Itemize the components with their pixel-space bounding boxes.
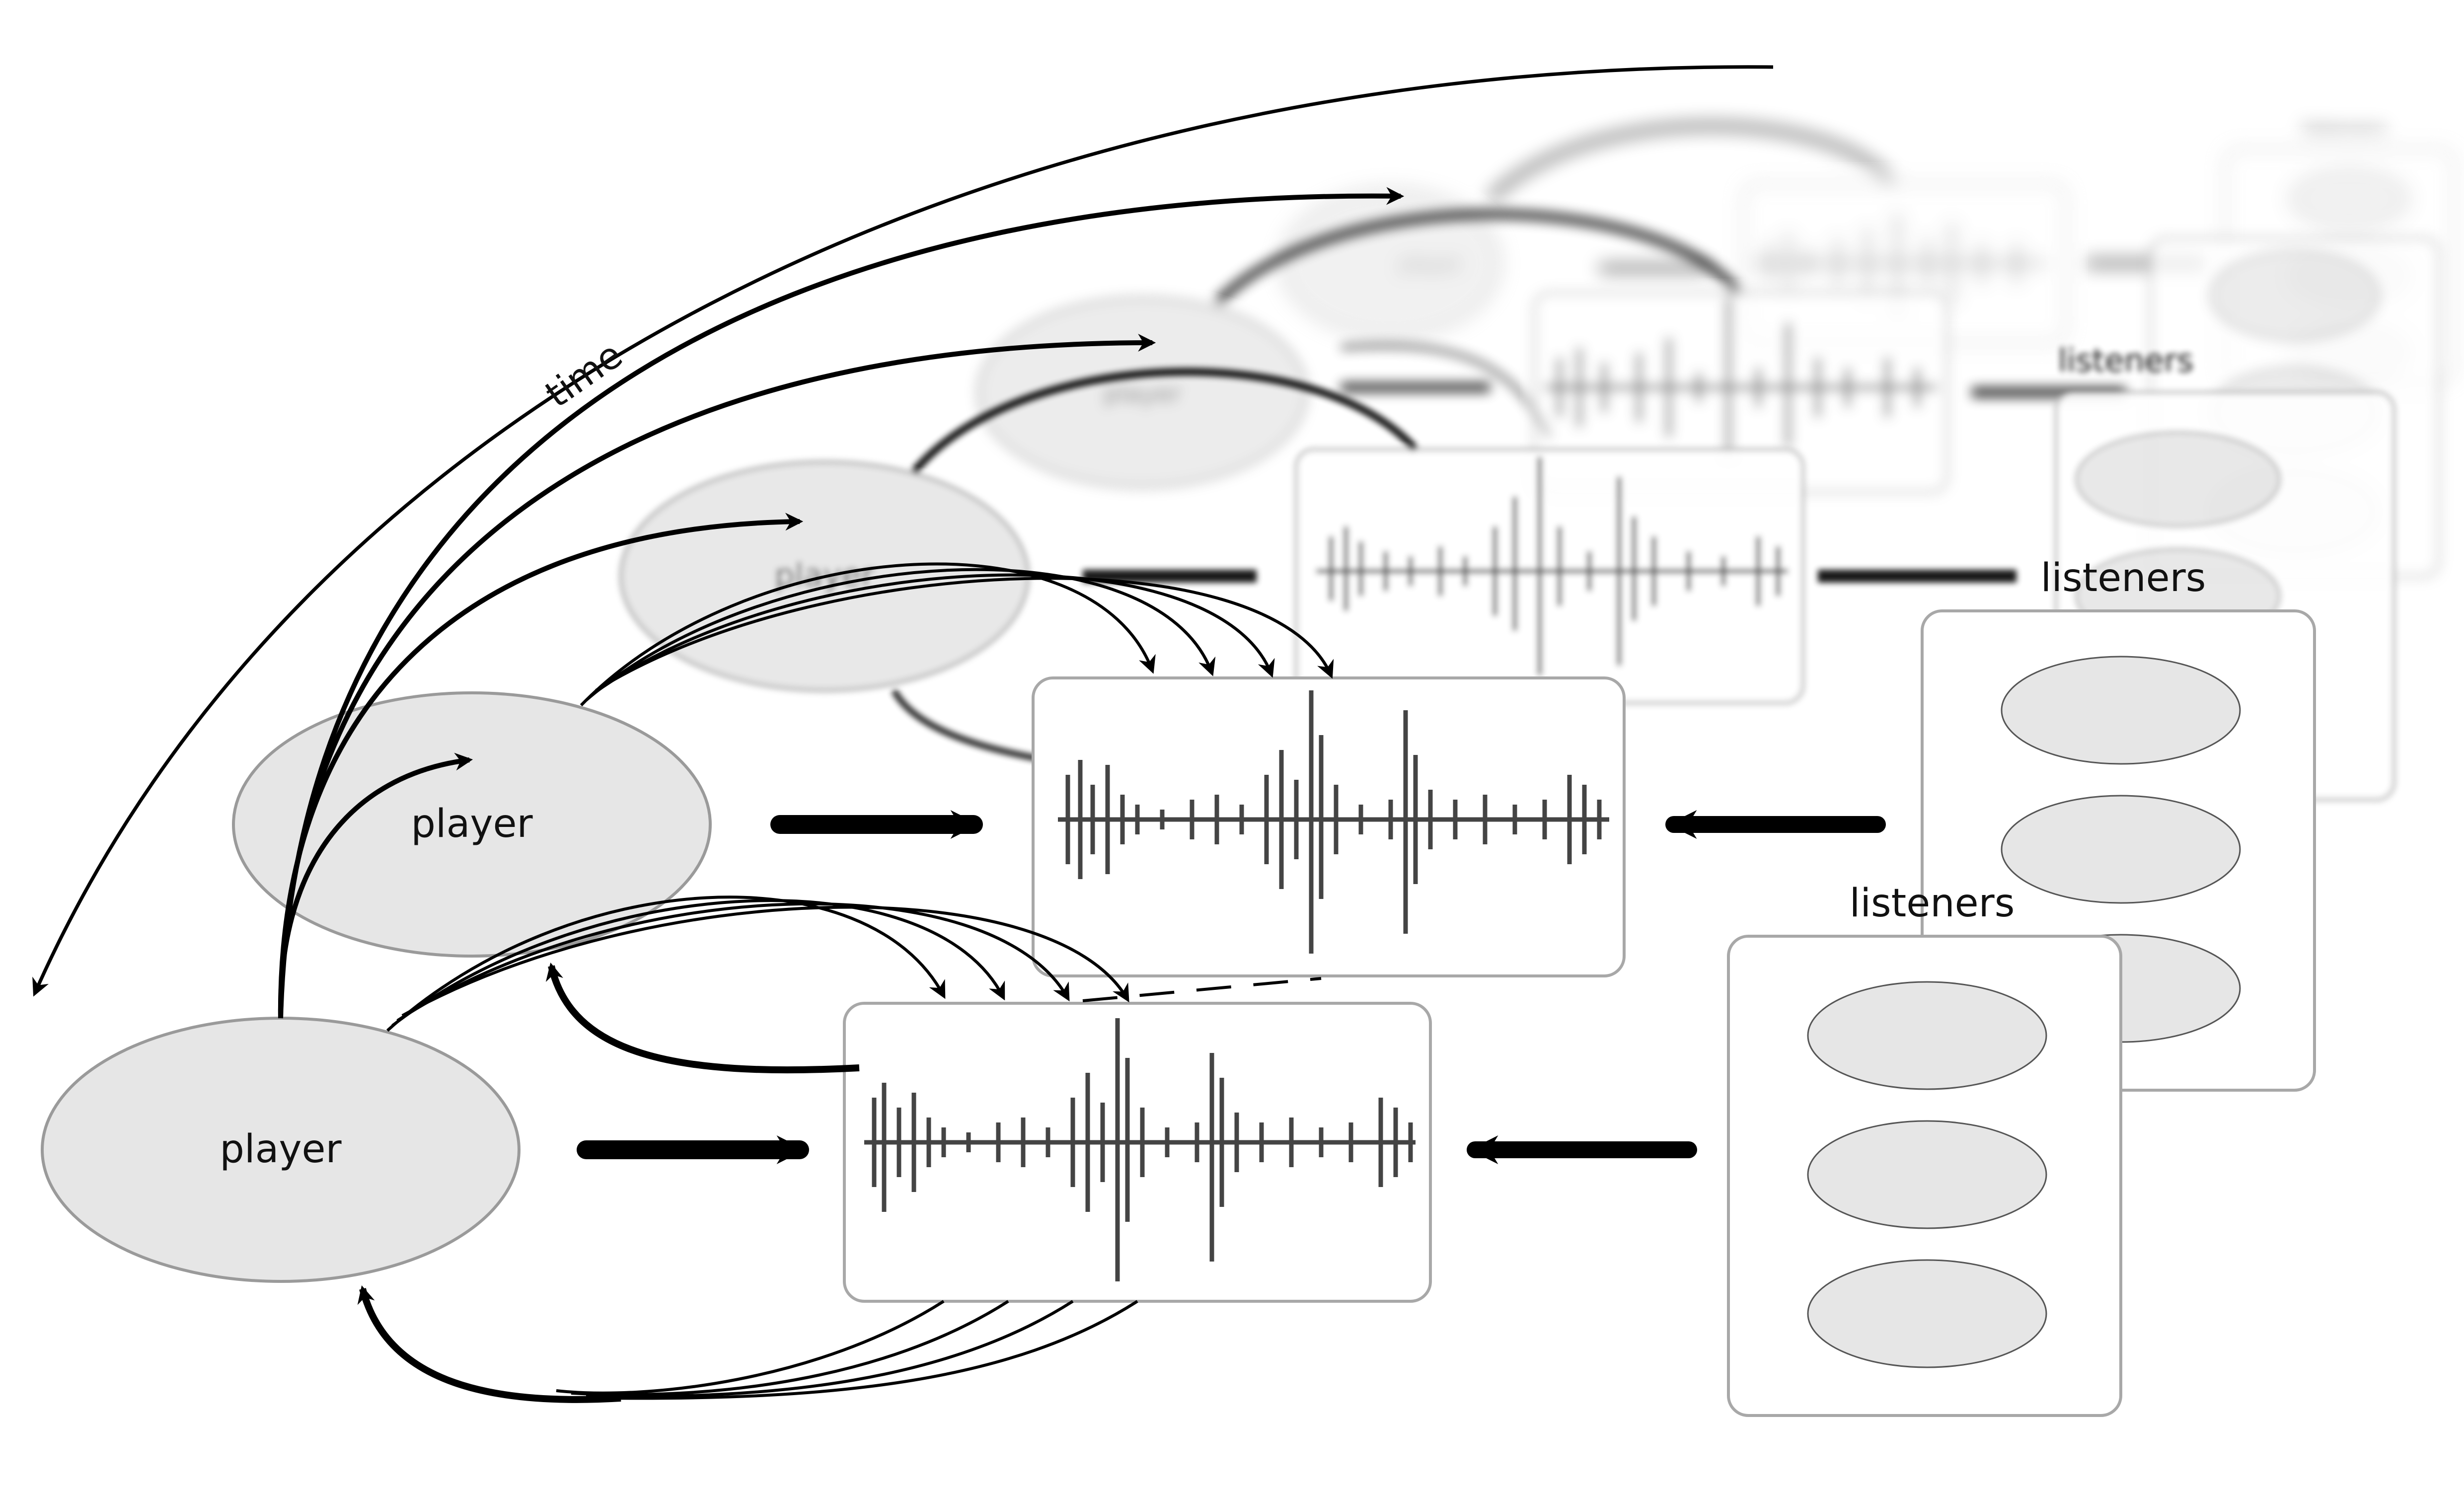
waveform-3 bbox=[1545, 298, 1937, 457]
waveform-1 bbox=[1058, 690, 1609, 954]
player-3-label: player bbox=[1103, 379, 1182, 408]
player-4-label: player bbox=[1399, 253, 1462, 276]
time-arrow bbox=[32, 65, 1774, 997]
feedback-fan-0 bbox=[386, 895, 1129, 1032]
recording-to-player-arrow bbox=[545, 962, 860, 1074]
listener-ellipse bbox=[1807, 1120, 2047, 1229]
player-2-ellipse bbox=[232, 691, 712, 958]
player-0-label: player bbox=[220, 1127, 342, 1172]
layer-0-group: player listeners bbox=[41, 881, 2122, 1417]
time-label: time bbox=[538, 333, 630, 416]
return-to-player-arrow bbox=[357, 1285, 621, 1403]
recording-panel-0 bbox=[843, 1002, 1432, 1303]
listener-ellipse bbox=[1807, 981, 2047, 1090]
recording-link-dashes bbox=[1082, 977, 1322, 1002]
listener-ellipse bbox=[2001, 795, 2241, 904]
player-1-label: player bbox=[411, 802, 533, 846]
listener-ellipse bbox=[1807, 1259, 2047, 1368]
feedback-fan-1 bbox=[580, 562, 1334, 707]
waveform-4 bbox=[1753, 214, 2046, 318]
listeners-3-label: listeners bbox=[2058, 343, 2194, 379]
listener-ellipse bbox=[2001, 656, 2241, 765]
time-arrows bbox=[32, 65, 1774, 1019]
listeners-4-label: listeners bbox=[2302, 119, 2387, 142]
waveform-2 bbox=[1316, 457, 1788, 675]
listeners-2-label: listeners bbox=[2041, 556, 2206, 600]
listeners-1-label: listeners bbox=[1850, 881, 2015, 926]
recording-return-fan bbox=[556, 1300, 1138, 1400]
waveform-0 bbox=[864, 1018, 1416, 1281]
